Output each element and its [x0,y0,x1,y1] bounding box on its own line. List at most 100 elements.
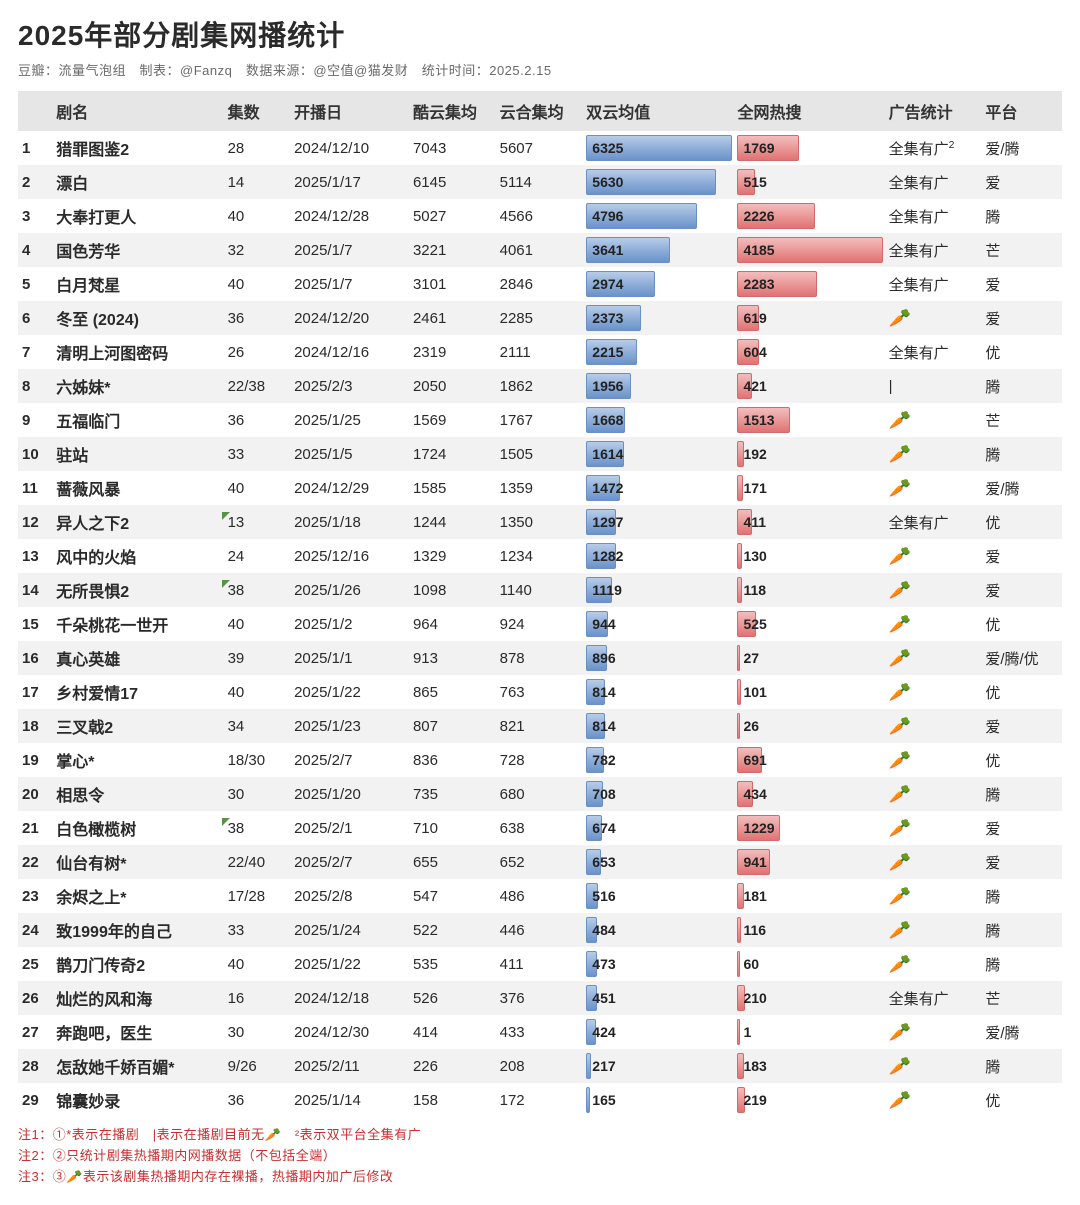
cell-hot: 192 [733,437,884,471]
hot-value: 2226 [743,208,774,224]
cell-ads: 🥕 [885,1049,982,1083]
cell-hot: 60 [733,947,884,981]
cell-kuyun: 5027 [409,199,496,233]
hot-value: 941 [743,854,766,870]
cell-yunhe: 728 [496,743,583,777]
cell-episodes: 40 [224,947,291,981]
cell-episodes: 33 [224,913,291,947]
cell-date: 2025/1/7 [290,267,409,301]
cell-dual: 1668 [582,403,733,437]
cell-yunhe: 5114 [496,165,583,199]
cell-rank: 20 [18,777,52,811]
cell-date: 2025/1/17 [290,165,409,199]
cell-rank: 1 [18,131,52,165]
dual-value: 217 [592,1058,615,1074]
dual-value: 814 [592,684,615,700]
cell-yunhe: 1505 [496,437,583,471]
cell-platform: 爱 [981,301,1062,335]
dual-value: 4796 [592,208,623,224]
cell-ads: 🥕 [885,845,982,879]
cell-platform: 爱 [981,267,1062,301]
cell-ads: 🥕 [885,879,982,913]
cell-hot: 1229 [733,811,884,845]
carrot-icon: 🥕 [889,920,911,940]
cell-dual: 165 [582,1083,733,1117]
cell-dual: 814 [582,675,733,709]
cell-yunhe: 878 [496,641,583,675]
cell-platform: 爱 [981,845,1062,879]
cell-episodes: 17/28 [224,879,291,913]
cell-ads: 🥕 [885,913,982,947]
cell-yunhe: 924 [496,607,583,641]
cell-episodes: 18/30 [224,743,291,777]
cell-platform: 优 [981,743,1062,777]
cell-date: 2025/2/7 [290,845,409,879]
cell-ads: 🥕 [885,947,982,981]
header-row: 剧名 集数 开播日 酷云集均 云合集均 双云均值 全网热搜 广告统计 平台 [18,91,1062,131]
cell-name: 仙台有树* [52,845,223,879]
dual-value: 674 [592,820,615,836]
cell-episodes: 40 [224,607,291,641]
cell-hot: 171 [733,471,884,505]
hot-value: 26 [743,718,759,734]
cell-name: 相思令 [52,777,223,811]
cell-yunhe: 486 [496,879,583,913]
cell-name: 锦囊妙录 [52,1083,223,1117]
dual-value: 1956 [592,378,623,394]
cell-kuyun: 3101 [409,267,496,301]
cell-dual: 944 [582,607,733,641]
cell-rank: 22 [18,845,52,879]
cell-hot: 2226 [733,199,884,233]
cell-hot: 4185 [733,233,884,267]
footnote-line: 注2：②只统计剧集热播期内网播数据（不包括全端） [18,1146,1062,1167]
cell-hot: 183 [733,1049,884,1083]
cell-date: 2025/1/22 [290,675,409,709]
cell-ads: 全集有广 [885,335,982,369]
carrot-icon: 🥕 [889,1022,911,1042]
table-row: 6冬至 (2024)362024/12/20246122852373619🥕爱 [18,301,1062,335]
cell-platform: 腾 [981,369,1062,403]
dual-value: 1472 [592,480,623,496]
cell-date: 2025/2/8 [290,879,409,913]
table-row: 17乡村爱情17402025/1/22865763814101🥕优 [18,675,1062,709]
cell-ads: 全集有广 [885,267,982,301]
cell-platform: 腾 [981,437,1062,471]
cell-episodes: 22/38 [224,369,291,403]
table-row: 4国色芳华322025/1/73221406136414185全集有广芒 [18,233,1062,267]
cell-kuyun: 655 [409,845,496,879]
cell-date: 2025/1/24 [290,913,409,947]
cell-kuyun: 836 [409,743,496,777]
cell-kuyun: 414 [409,1015,496,1049]
hot-value: 219 [743,1092,766,1108]
table-row: 7清明上河图密码262024/12/16231921112215604全集有广优 [18,335,1062,369]
cell-date: 2025/1/2 [290,607,409,641]
cell-rank: 13 [18,539,52,573]
cell-date: 2025/1/25 [290,403,409,437]
cell-rank: 5 [18,267,52,301]
table-row: 9五福临门362025/1/251569176716681513🥕芒 [18,403,1062,437]
cell-hot: 210 [733,981,884,1015]
cell-rank: 3 [18,199,52,233]
cell-name: 奔跑吧，医生 [52,1015,223,1049]
cell-kuyun: 1724 [409,437,496,471]
cell-date: 2024/12/29 [290,471,409,505]
carrot-icon: 🥕 [889,716,911,736]
cell-hot: 421 [733,369,884,403]
cell-name: 蔷薇风暴 [52,471,223,505]
cell-episodes: 24 [224,539,291,573]
cell-platform: 爱 [981,165,1062,199]
hot-value: 183 [743,1058,766,1074]
table-row: 24致1999年的自己332025/1/24522446484116🥕腾 [18,913,1062,947]
hot-value: 130 [743,548,766,564]
col-rank [18,91,52,131]
cell-kuyun: 2461 [409,301,496,335]
table-row: 11蔷薇风暴402024/12/29158513591472171🥕爱/腾 [18,471,1062,505]
dual-value: 165 [592,1092,615,1108]
cell-episodes: 28 [224,131,291,165]
cell-rank: 21 [18,811,52,845]
dual-value: 473 [592,956,615,972]
cell-date: 2024/12/16 [290,335,409,369]
cell-rank: 12 [18,505,52,539]
cell-kuyun: 547 [409,879,496,913]
carrot-icon: 🥕 [889,410,911,430]
